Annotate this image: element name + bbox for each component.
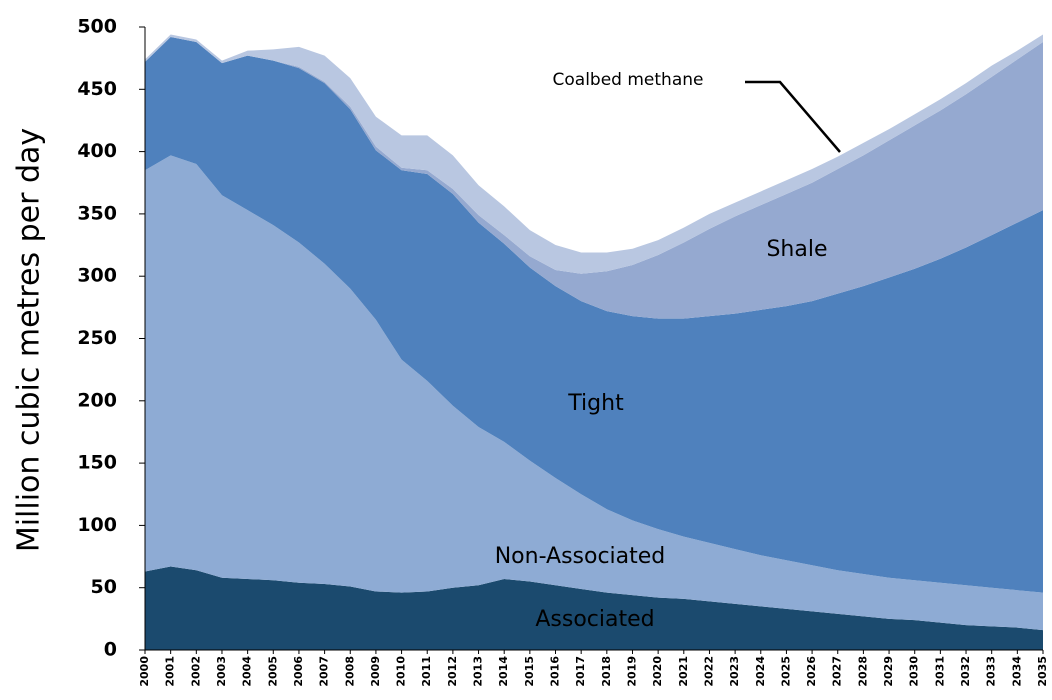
x-tick-label: 2025 xyxy=(779,656,792,687)
y-tick-label: 450 xyxy=(77,78,117,100)
x-tick-label: 2005 xyxy=(266,656,279,687)
y-axis-label: Million cubic metres per day xyxy=(12,128,47,552)
y-tick-label: 50 xyxy=(91,576,117,598)
x-tick-label: 2001 xyxy=(164,656,177,687)
x-tick-label: 2032 xyxy=(959,656,972,687)
callout-line xyxy=(745,80,841,153)
x-tick-label: 2027 xyxy=(831,656,844,687)
x-tick-label: 2018 xyxy=(600,656,613,687)
x-tick-label: 2028 xyxy=(856,656,869,687)
x-tick-label: 2000 xyxy=(138,656,151,687)
x-tick-label: 2016 xyxy=(549,656,562,687)
area xyxy=(145,34,1043,274)
x-tick-label: 2009 xyxy=(369,656,382,687)
x-tick-label: 2023 xyxy=(728,656,741,687)
x-tick-label: 2022 xyxy=(702,656,715,687)
series-label: Tight xyxy=(567,391,624,416)
x-tick-label: 2020 xyxy=(651,656,664,687)
series-label: Coalbed methane xyxy=(553,70,704,90)
x-tick-label: 2017 xyxy=(574,656,587,687)
x-tick-label: 2034 xyxy=(1010,656,1023,687)
series-label: Shale xyxy=(766,237,827,262)
x-tick-label: 2002 xyxy=(189,656,202,687)
x-tick-label: 2010 xyxy=(395,656,408,687)
x-tick-label: 2014 xyxy=(497,656,510,687)
y-tick-label: 100 xyxy=(77,514,117,536)
y-tick-label: 200 xyxy=(77,389,117,411)
x-tick-label: 2021 xyxy=(677,656,690,687)
x-tick-label: 2015 xyxy=(523,656,536,687)
x-tick-label: 2033 xyxy=(985,656,998,687)
y-tick-label: 300 xyxy=(77,265,117,287)
area xyxy=(145,566,1043,650)
area xyxy=(145,36,1043,593)
x-tick-label: 2029 xyxy=(882,656,895,687)
y-tick-label: 500 xyxy=(77,16,117,38)
x-tick-label: 2012 xyxy=(446,656,459,687)
area xyxy=(145,155,1043,631)
x-tick-label: 2013 xyxy=(472,656,485,687)
x-tick-label: 2019 xyxy=(625,656,638,687)
x-tick-label: 2035 xyxy=(1036,656,1049,687)
x-tick-label: 2024 xyxy=(754,656,767,687)
area xyxy=(145,36,1043,319)
series-label: Non-Associated xyxy=(495,544,666,569)
x-tick-label: 2006 xyxy=(292,656,305,687)
x-tick-label: 2011 xyxy=(420,656,433,687)
series-label: Associated xyxy=(535,607,654,632)
x-tick-label: 2008 xyxy=(343,656,356,687)
x-tick-label: 2004 xyxy=(241,656,254,687)
y-tick-label: 150 xyxy=(77,452,117,474)
x-tick-label: 2003 xyxy=(215,656,228,687)
x-tick-label: 2031 xyxy=(933,656,946,687)
y-tick-label: 400 xyxy=(77,140,117,162)
x-tick-label: 2030 xyxy=(908,656,921,687)
x-tick-label: 2026 xyxy=(805,656,818,687)
y-tick-label: 350 xyxy=(77,202,117,224)
y-tick-label: 250 xyxy=(77,327,117,349)
y-tick-label: 0 xyxy=(104,639,117,661)
x-tick-label: 2007 xyxy=(318,656,331,687)
